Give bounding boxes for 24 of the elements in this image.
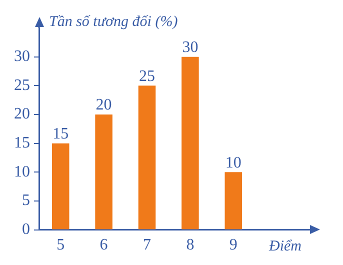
y-tick-label: 0 <box>22 221 30 238</box>
x-tick-label: 9 <box>229 236 238 254</box>
data-label: 20 <box>96 96 112 114</box>
y-tick-label: 20 <box>14 106 30 123</box>
bar <box>138 86 156 230</box>
data-label: 10 <box>225 154 242 172</box>
data-label: 30 <box>182 39 198 56</box>
data-label: 15 <box>52 126 69 143</box>
x-tick-label: 7 <box>143 236 151 254</box>
x-tick-label: 6 <box>100 236 108 254</box>
x-tick-label: 8 <box>186 236 194 254</box>
x-axis-title: Điểm <box>268 238 302 255</box>
y-tick-label: 30 <box>14 48 30 66</box>
bar <box>95 114 112 230</box>
bar <box>182 56 199 230</box>
bar <box>52 143 70 230</box>
y-tick-label: 10 <box>14 163 30 180</box>
y-tick-label: 25 <box>14 76 30 94</box>
y-axis-title: Tần số tương đối (%) <box>49 14 178 30</box>
y-tick-label: 5 <box>22 192 30 210</box>
data-label: 25 <box>139 68 155 85</box>
bar <box>224 172 242 230</box>
y-tick-label: 15 <box>14 134 30 152</box>
x-tick-label: 5 <box>56 236 65 254</box>
